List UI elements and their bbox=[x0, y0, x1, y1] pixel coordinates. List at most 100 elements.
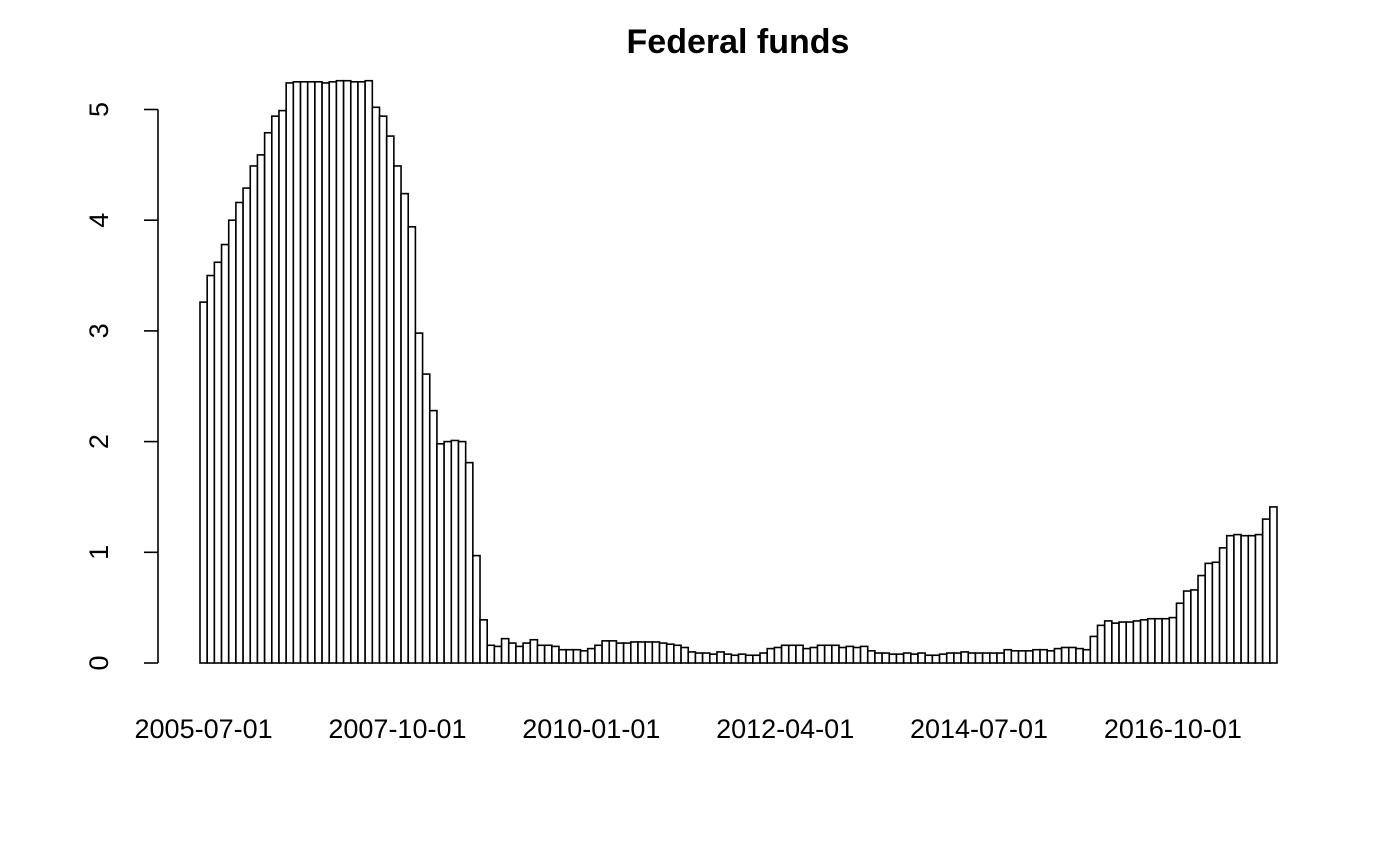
bar bbox=[1039, 648, 1049, 664]
bar bbox=[1154, 617, 1163, 664]
bar bbox=[960, 651, 970, 664]
bar bbox=[1024, 650, 1034, 664]
bar bbox=[342, 79, 352, 664]
bar bbox=[1082, 648, 1092, 664]
bar bbox=[945, 652, 955, 664]
bar bbox=[1233, 533, 1242, 664]
bar bbox=[694, 652, 704, 664]
bar bbox=[1118, 621, 1128, 664]
bar bbox=[414, 332, 424, 664]
bar bbox=[1190, 589, 1199, 664]
bar-series bbox=[199, 79, 1278, 664]
bar bbox=[1269, 506, 1278, 664]
bar bbox=[321, 82, 331, 664]
bar bbox=[472, 554, 481, 664]
bar bbox=[407, 226, 417, 664]
bar bbox=[1254, 533, 1264, 664]
bar bbox=[910, 653, 919, 664]
bar bbox=[1247, 534, 1257, 664]
bar bbox=[938, 653, 948, 664]
y-axis: 0 1 2 3 4 5 bbox=[84, 102, 159, 671]
bar bbox=[572, 648, 582, 664]
bar bbox=[874, 652, 883, 664]
chart-title: Federal funds bbox=[627, 23, 850, 61]
bar bbox=[1204, 562, 1214, 664]
y-tick-label: 5 bbox=[84, 102, 114, 117]
bar bbox=[988, 652, 998, 664]
bar bbox=[608, 640, 618, 664]
y-tick-label: 0 bbox=[84, 655, 114, 670]
bar bbox=[1211, 561, 1221, 664]
bar bbox=[1161, 617, 1171, 664]
bar bbox=[665, 643, 675, 664]
bar bbox=[235, 201, 244, 664]
bar bbox=[1053, 647, 1063, 664]
bar bbox=[529, 638, 539, 664]
bar bbox=[421, 373, 431, 664]
bar bbox=[701, 652, 711, 664]
bar bbox=[1146, 617, 1156, 664]
bar bbox=[450, 439, 460, 664]
bar bbox=[615, 642, 625, 664]
bar bbox=[1017, 650, 1027, 664]
bar bbox=[816, 644, 826, 664]
bar bbox=[859, 645, 869, 664]
bar bbox=[838, 646, 848, 664]
bar bbox=[708, 653, 718, 664]
bar bbox=[802, 647, 812, 664]
bar bbox=[551, 645, 560, 664]
bar bbox=[393, 165, 402, 664]
bar bbox=[579, 650, 589, 664]
bar bbox=[917, 652, 926, 664]
bar bbox=[845, 645, 855, 664]
bar bbox=[1139, 619, 1149, 664]
bar bbox=[1103, 620, 1113, 664]
bar bbox=[744, 654, 754, 664]
bar bbox=[924, 654, 934, 664]
bar bbox=[902, 652, 912, 664]
y-tick-label: 2 bbox=[84, 434, 114, 449]
bar bbox=[335, 79, 345, 664]
bar bbox=[306, 81, 316, 664]
bar bbox=[400, 192, 410, 664]
bar bbox=[558, 648, 567, 664]
bar bbox=[299, 81, 309, 664]
bar bbox=[464, 461, 474, 664]
y-tick-label: 1 bbox=[84, 545, 114, 560]
bar bbox=[1197, 574, 1207, 664]
bar bbox=[364, 79, 374, 664]
bar bbox=[1175, 602, 1185, 664]
bar bbox=[622, 642, 632, 664]
bar bbox=[787, 644, 797, 664]
bar bbox=[1010, 650, 1020, 664]
bar bbox=[1261, 518, 1271, 664]
bar bbox=[486, 644, 496, 664]
bar bbox=[507, 642, 517, 664]
bar bbox=[314, 81, 323, 664]
bar bbox=[931, 654, 941, 664]
bar bbox=[981, 652, 991, 664]
bar bbox=[1218, 547, 1228, 664]
bar bbox=[292, 81, 302, 664]
bar bbox=[1225, 534, 1235, 664]
bar bbox=[831, 644, 840, 664]
bar bbox=[1003, 648, 1013, 664]
bar bbox=[658, 642, 668, 664]
bar bbox=[500, 637, 510, 664]
bar bbox=[328, 81, 338, 664]
bar bbox=[823, 644, 833, 664]
bar bbox=[1168, 616, 1178, 664]
bar bbox=[953, 652, 962, 664]
bar bbox=[780, 644, 790, 664]
bar bbox=[888, 653, 898, 664]
bar bbox=[536, 644, 546, 664]
bar bbox=[515, 645, 524, 664]
bar bbox=[716, 651, 725, 664]
bar bbox=[206, 274, 216, 664]
bar bbox=[263, 131, 273, 664]
bar bbox=[673, 644, 682, 664]
bar bbox=[278, 109, 287, 664]
x-tick-label: 2005-07-01 bbox=[135, 714, 273, 744]
bar bbox=[1182, 590, 1192, 664]
bar bbox=[852, 646, 862, 664]
